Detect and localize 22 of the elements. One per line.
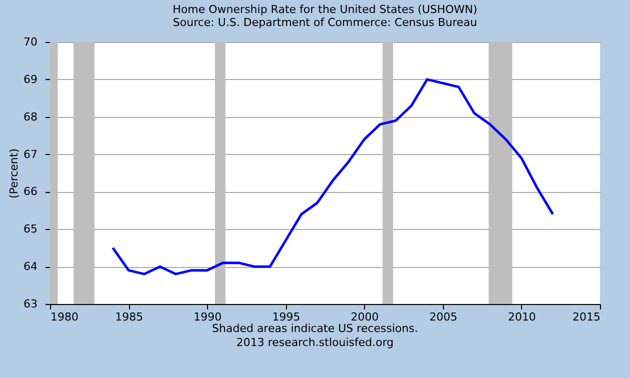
y-axis-title: (Percent) xyxy=(8,148,21,198)
y-tick-label: 66 xyxy=(24,185,38,198)
y-tick-label: 63 xyxy=(24,298,38,310)
x-tick-label: 2010 xyxy=(508,310,536,324)
y-tick-label: 67 xyxy=(24,148,38,161)
line-series xyxy=(112,78,554,276)
y-tick-label: 65 xyxy=(24,222,38,236)
x-tick-label: 2005 xyxy=(429,310,458,324)
x-tick-label: 2015 xyxy=(572,310,600,324)
y-tick-label: 70 xyxy=(24,36,38,48)
y-tick-label: 64 xyxy=(24,260,38,274)
x-tick-label: 1995 xyxy=(272,310,300,324)
y-tick-label: 69 xyxy=(24,72,38,86)
text: 2013 research.stlouisfed.org xyxy=(235,336,395,350)
y-tick-label: 68 xyxy=(24,110,38,124)
chart-title: Home Ownership Rate for the United States (USHOWN) xyxy=(172,3,478,16)
text: Shaded areas indicate US recessions. xyxy=(211,322,419,336)
x-tick-label: 2000 xyxy=(350,310,379,324)
x-tick-label: 1980 xyxy=(50,310,78,324)
x-tick-label: 1990 xyxy=(194,310,222,324)
x-tick-label: 1985 xyxy=(115,310,144,324)
chart-subtitle: Source: U.S. Department of Commerce: Census Bureau xyxy=(172,16,478,29)
